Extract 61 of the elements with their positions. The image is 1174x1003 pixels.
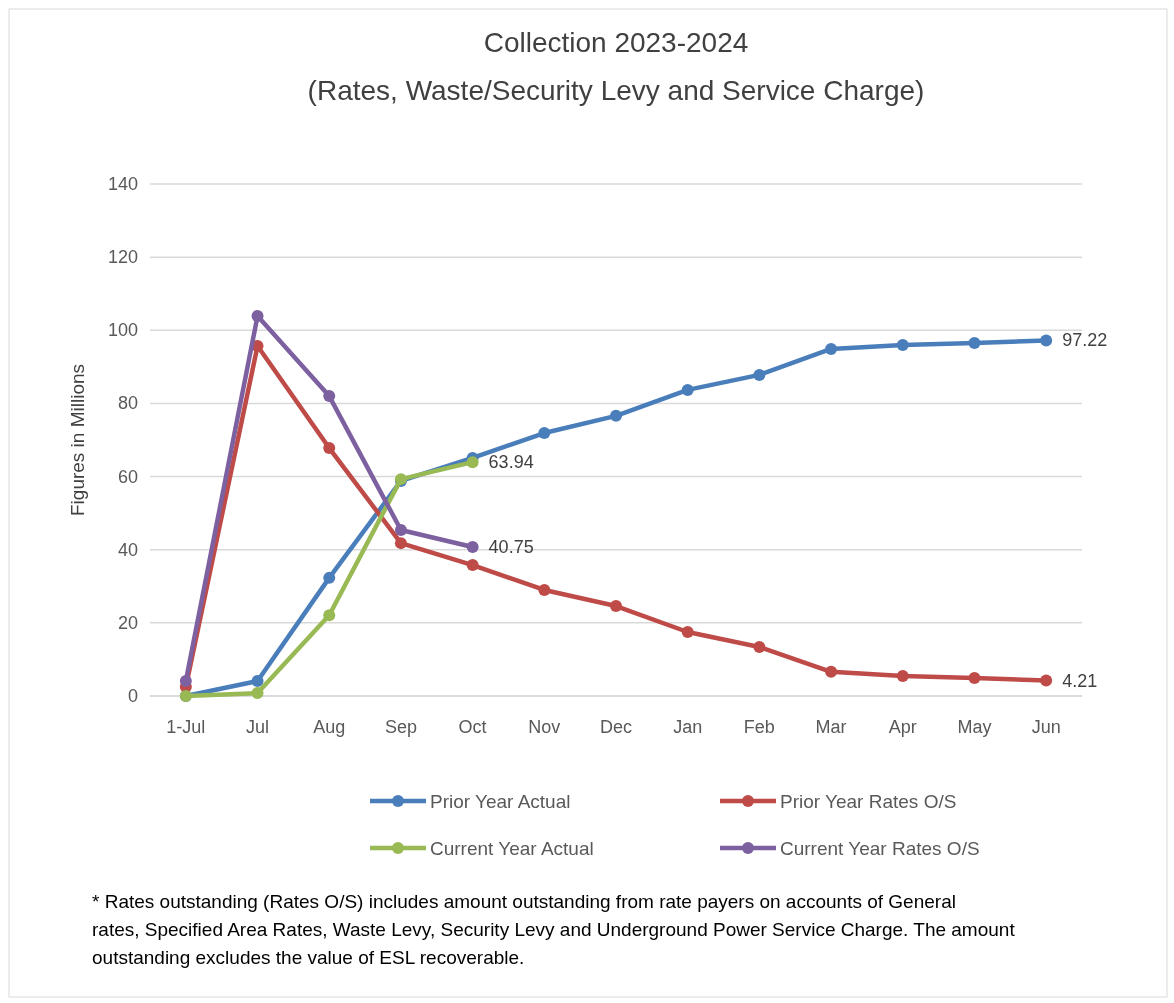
- y-tick-label: 0: [127, 686, 138, 706]
- x-tick-label: Dec: [599, 717, 633, 737]
- x-tick-label: Nov: [528, 717, 561, 737]
- x-tick-label: Jul: [246, 717, 270, 737]
- point: [538, 583, 551, 596]
- y-tick-label: 80: [117, 393, 138, 414]
- point: [323, 390, 336, 403]
- x-tick-label: May: [957, 717, 992, 737]
- x-tick-label: Jun: [1031, 717, 1061, 737]
- point: [968, 337, 981, 350]
- point: [251, 675, 264, 688]
- point: [466, 456, 479, 469]
- y-tick-label: 20: [117, 612, 138, 633]
- data-label: 97.22: [1062, 330, 1108, 351]
- point: [179, 675, 192, 688]
- x-tick-label: Jan: [673, 717, 703, 737]
- point: [753, 368, 766, 381]
- point: [323, 609, 336, 622]
- data-label: 40.75: [488, 536, 534, 557]
- point: [825, 665, 838, 678]
- point: [896, 669, 909, 682]
- point: [538, 427, 551, 440]
- point: [251, 310, 264, 323]
- point: [394, 537, 407, 550]
- chart-title: Collection 2023-2024 (Rates, Waste/Security Levy and Service Charge): [307, 27, 925, 106]
- point: [466, 559, 479, 572]
- point: [896, 338, 909, 351]
- point: [610, 409, 622, 422]
- point: [1040, 334, 1053, 347]
- point: [753, 640, 766, 653]
- y-tick-label: 100: [107, 320, 138, 341]
- legend-label: Prior Year Rates O/S: [780, 791, 957, 812]
- legend-label: Current Year Rates O/S: [780, 838, 980, 859]
- legend-label: Prior Year Actual: [430, 791, 571, 812]
- y-tick-label: 60: [117, 466, 138, 487]
- point: [394, 523, 407, 536]
- data-label: 4.21: [1062, 670, 1098, 691]
- text: * Rates outstanding (Rates O/S) includes amount outstanding from rate payers on accounts of General rates, Specified Area Rates, Waste Levy, Security Levy and Underground Power Service Charge. The amount outstanding excludes the value of ESL recoverable.: [92, 891, 1016, 968]
- point: [251, 687, 264, 700]
- x-tick-label: 1-Jul: [166, 717, 206, 737]
- x-tick-label: Sep: [384, 717, 417, 737]
- x-tick-label: Mar: [815, 717, 847, 737]
- point: [681, 383, 694, 396]
- data-label: 63.94: [488, 452, 534, 473]
- point: [1040, 674, 1053, 687]
- point: [968, 672, 981, 685]
- x-tick-label: Apr: [888, 717, 917, 737]
- point: [323, 442, 336, 455]
- y-tick-label: 40: [117, 539, 138, 560]
- legend-label: Current Year Actual: [430, 838, 594, 859]
- x-tick-label: Feb: [743, 717, 775, 737]
- point: [825, 342, 838, 355]
- point: [681, 626, 694, 638]
- x-tick-label: Aug: [313, 717, 346, 737]
- point: [466, 540, 479, 553]
- x-tick-label: Oct: [458, 717, 487, 737]
- point: [323, 571, 336, 584]
- y-tick-label: 140: [107, 174, 138, 194]
- point: [610, 600, 622, 613]
- y-tick-label: 120: [107, 247, 138, 268]
- y-axis-title: Figures in Millions: [67, 363, 88, 517]
